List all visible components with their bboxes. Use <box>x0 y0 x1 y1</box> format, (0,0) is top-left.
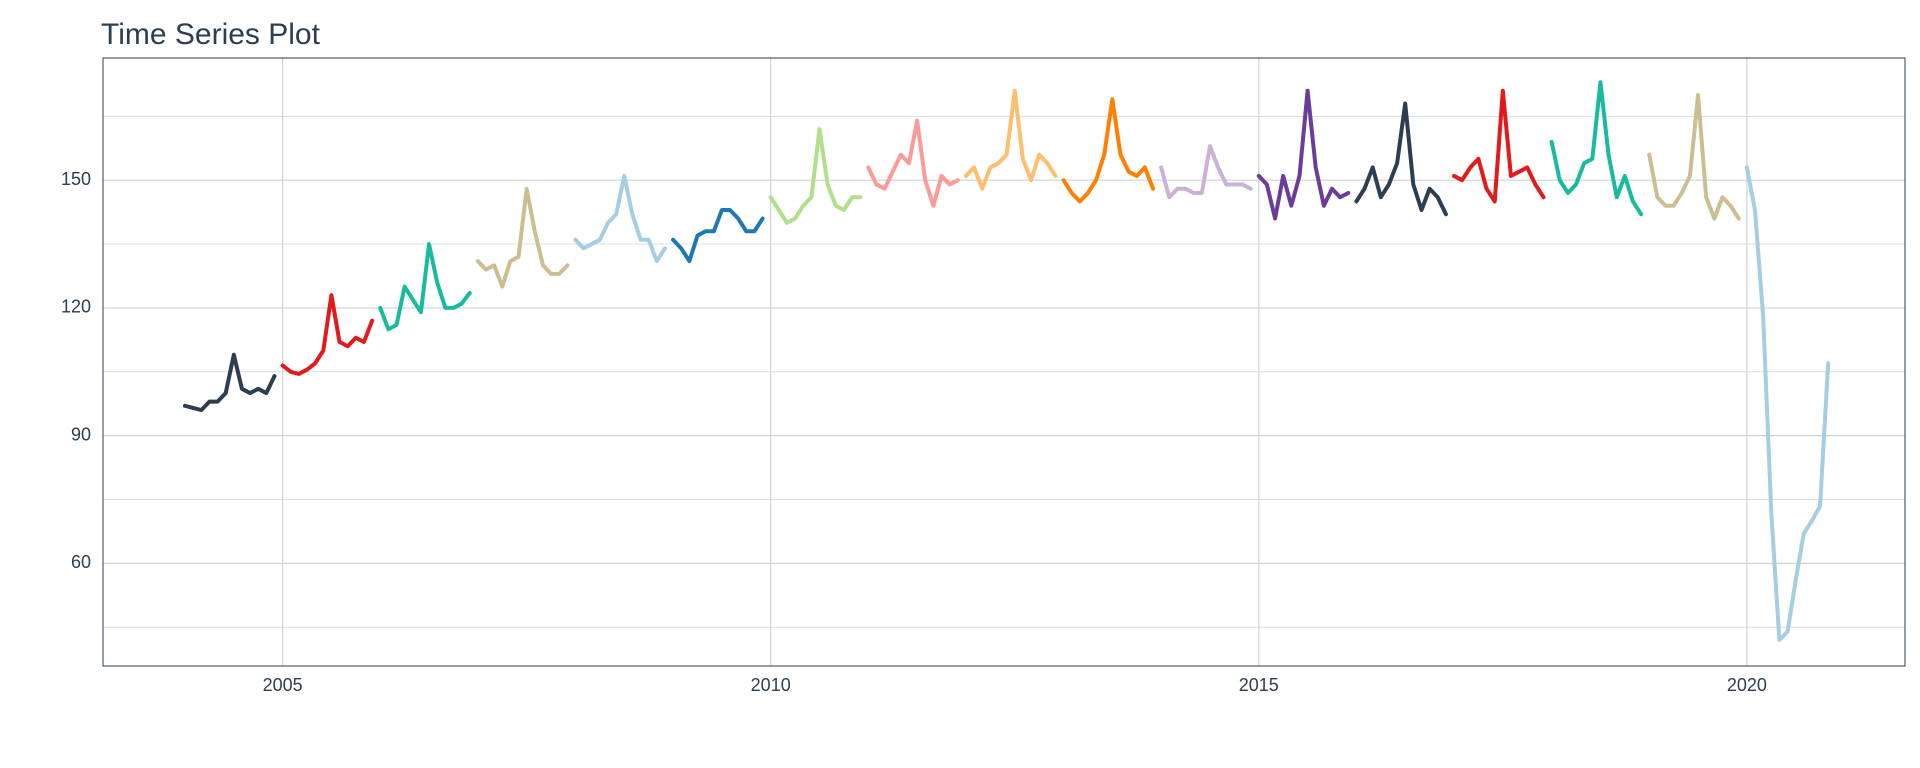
series-line <box>1256 88 1351 221</box>
series-line <box>573 173 667 264</box>
series-line <box>183 352 277 413</box>
series-line <box>1744 165 1831 643</box>
y-tick-label: 120 <box>61 297 91 317</box>
x-tick-label: 2020 <box>1727 675 1767 695</box>
series-line <box>963 88 1058 191</box>
chart-title: Time Series Plot <box>101 18 321 51</box>
x-tick-label: 2005 <box>263 675 303 695</box>
series-line <box>866 118 960 208</box>
series-line <box>1354 101 1448 217</box>
series-line <box>1549 80 1644 217</box>
x-tick-label: 2015 <box>1239 675 1279 695</box>
series-line <box>280 293 375 376</box>
y-tick-label: 150 <box>61 169 91 189</box>
series-line <box>378 242 472 332</box>
y-tick-label: 90 <box>71 424 91 444</box>
series-line <box>768 127 863 225</box>
x-tick-label: 2010 <box>751 675 791 695</box>
plot-border <box>102 57 1906 667</box>
series-line <box>1061 97 1156 204</box>
series-line <box>1452 88 1546 204</box>
series-line <box>1159 144 1253 200</box>
series-line <box>671 208 765 264</box>
series-line <box>1647 93 1741 221</box>
series-line <box>475 186 570 289</box>
lines <box>183 80 1831 643</box>
grid <box>103 58 1905 666</box>
y-tick-label: 60 <box>71 552 91 572</box>
